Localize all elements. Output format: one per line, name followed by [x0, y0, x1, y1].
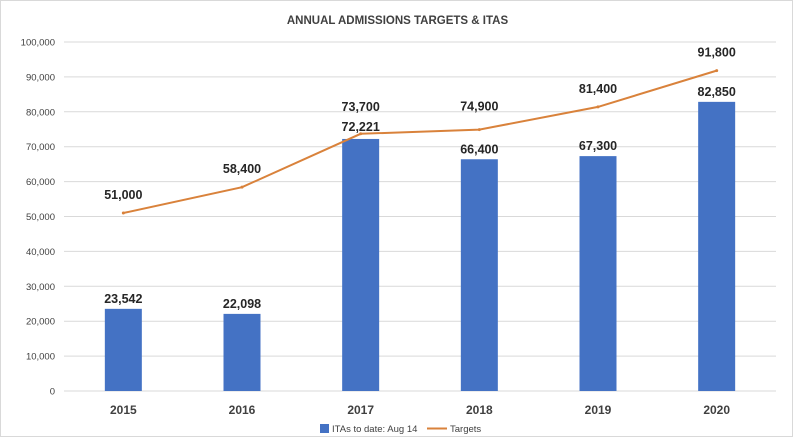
legend: ITAs to date: Aug 14 Targets: [320, 424, 481, 435]
x-tick-label: 2018: [466, 403, 493, 417]
y-tick-label: 0: [50, 387, 55, 398]
line-layer: [121, 69, 719, 215]
bar: [579, 156, 617, 391]
bar: [104, 308, 142, 391]
x-tick-label: 2019: [585, 403, 612, 417]
y-tick-label: 70,000: [26, 142, 55, 153]
target-data-label: 58,400: [223, 162, 261, 176]
target-data-label: 74,900: [460, 100, 498, 114]
y-tick-label: 50,000: [26, 212, 55, 223]
y-tick-label: 40,000: [26, 247, 55, 258]
target-point: [359, 132, 363, 136]
legend-bar-swatch: [320, 424, 329, 433]
x-tick-label: 2017: [347, 403, 374, 417]
legend-bar-label: ITAs to date: Aug 14: [332, 424, 417, 435]
y-tick-label: 60,000: [26, 177, 55, 188]
grid-layer: 0 10,000 20,000 30,000 40,000 50,000 60,000 70,…: [21, 38, 776, 398]
target-point: [715, 69, 719, 73]
bar-layer: [104, 101, 736, 391]
y-tick-label: 80,000: [26, 107, 55, 118]
x-tick-label: 2020: [703, 403, 730, 417]
target-data-label: 91,800: [698, 46, 736, 60]
target-line: [123, 69, 717, 214]
bar-data-label: 67,300: [579, 139, 617, 153]
target-point: [596, 105, 600, 109]
bar-data-label: 72,221: [342, 120, 380, 134]
target-data-label: 51,000: [104, 188, 142, 202]
target-point: [477, 128, 481, 132]
bar: [342, 138, 380, 391]
x-tick-label: 2016: [229, 403, 256, 417]
target-point: [240, 185, 244, 189]
y-tick-label: 100,000: [21, 38, 55, 49]
bar: [698, 101, 736, 391]
chart-title: ANNUAL ADMISSIONS TARGETS & ITAS: [287, 15, 509, 27]
label-layer: 2015 2016 2017 2018 2019 2020 23,542 22,098 72,2…: [104, 46, 736, 417]
bar-data-label: 22,098: [223, 297, 261, 311]
x-tick-label: 2015: [110, 403, 137, 417]
target-data-label: 73,700: [342, 100, 380, 114]
y-tick-label: 10,000: [26, 352, 55, 363]
bar-data-label: 23,542: [104, 292, 142, 306]
bar: [223, 313, 261, 391]
target-point: [121, 211, 125, 215]
bar-data-label: 82,850: [698, 85, 736, 99]
bar: [460, 159, 498, 391]
bar-data-label: 66,400: [460, 142, 498, 156]
target-data-label: 81,400: [579, 82, 617, 96]
y-tick-label: 90,000: [26, 72, 55, 83]
y-tick-label: 20,000: [26, 317, 55, 328]
legend-line-label: Targets: [450, 424, 481, 435]
y-tick-label: 30,000: [26, 282, 55, 293]
